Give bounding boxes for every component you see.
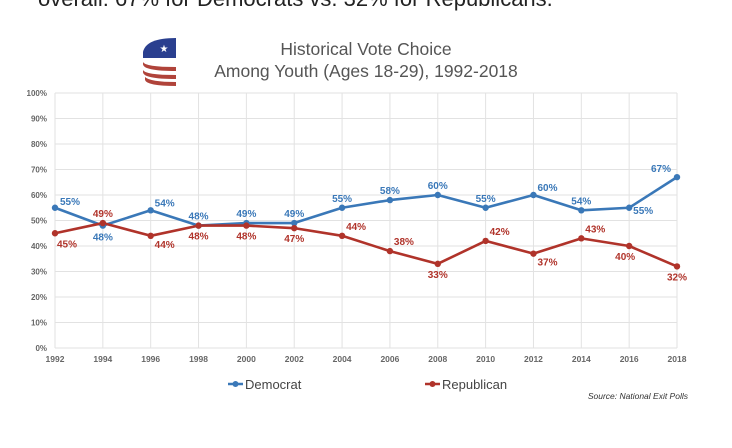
data-label-democrat: 48% (93, 233, 113, 244)
data-point-republican (434, 260, 441, 268)
data-label-republican: 43% (585, 224, 605, 235)
data-point-democrat (434, 191, 441, 199)
x-tick-label: 2006 (380, 354, 399, 364)
x-tick-label: 1998 (189, 354, 208, 364)
chart-title: Historical Vote Choice (280, 39, 452, 59)
data-label-republican: 48% (236, 232, 256, 243)
data-point-republican (673, 263, 681, 270)
data-label-republican: 44% (155, 240, 175, 251)
data-point-republican (291, 224, 298, 232)
x-tick-label: 2010 (476, 354, 495, 364)
series-line-democrat (54, 176, 678, 227)
data-point-democrat (386, 196, 394, 204)
data-point-republican (482, 237, 489, 245)
data-point-republican (625, 242, 633, 250)
x-tick-label: 2012 (524, 354, 543, 364)
data-point-democrat (338, 204, 346, 211)
series-line-republican (54, 221, 678, 268)
y-tick-label: 60% (31, 191, 47, 200)
data-point-republican (386, 247, 394, 255)
data-label-democrat: 49% (236, 209, 256, 220)
data-label-democrat: 54% (155, 198, 175, 209)
y-tick-label: 80% (31, 140, 47, 149)
logo: ★ (143, 38, 176, 86)
data-label-democrat: 48% (189, 212, 209, 223)
x-tick-label: 1994 (93, 354, 112, 364)
data-label-republican: 33% (428, 270, 448, 281)
data-point-republican (51, 230, 59, 237)
svg-text:★: ★ (160, 44, 169, 55)
data-label-democrat: 49% (284, 209, 304, 220)
y-tick-label: 70% (31, 166, 47, 175)
y-tick-label: 100% (27, 89, 47, 98)
data-point-republican (195, 222, 202, 229)
y-tick-label: 50% (31, 217, 47, 226)
data-point-democrat (51, 204, 59, 211)
data-label-republican: 40% (615, 252, 635, 263)
x-tick-label: 2004 (333, 354, 352, 364)
data-label-democrat: 54% (571, 196, 591, 207)
data-point-democrat (530, 191, 537, 199)
data-label-republican: 48% (189, 232, 209, 243)
x-tick-label: 1996 (141, 354, 160, 364)
data-label-republican: 42% (490, 227, 510, 238)
data-label-democrat: 60% (428, 181, 448, 192)
caption-text: overall: 67% for Democrats vs. 32% for R… (38, 0, 553, 12)
data-label-republican: 45% (57, 239, 77, 250)
legend: Democrat Republican (228, 377, 507, 392)
data-point-democrat (482, 204, 489, 211)
data-label-republican: 44% (346, 222, 366, 233)
y-tick-label: 90% (31, 115, 47, 124)
y-tick-label: 10% (31, 319, 47, 328)
data-point-democrat (578, 207, 585, 214)
legend-marker-republican (429, 381, 436, 387)
legend-marker-democrat (232, 381, 239, 387)
data-label-democrat: 55% (476, 194, 496, 205)
data-point-republican (338, 232, 346, 239)
legend-label-republican: Republican (442, 377, 507, 392)
data-label-democrat: 58% (380, 186, 400, 197)
x-tick-label: 2008 (428, 354, 447, 364)
data-point-republican (243, 222, 250, 229)
data-point-democrat (673, 173, 681, 181)
data-label-democrat: 55% (60, 197, 80, 208)
x-tick-label: 2014 (572, 354, 591, 364)
data-label-republican: 37% (537, 258, 557, 269)
data-label-republican: 49% (93, 209, 113, 220)
x-tick-label: 2000 (237, 354, 256, 364)
data-point-democrat (147, 207, 154, 214)
data-point-democrat (291, 219, 298, 227)
source-note: Source: National Exit Polls (587, 391, 688, 401)
x-tick-label: 2002 (285, 354, 304, 364)
data-point-democrat (625, 204, 633, 211)
data-point-republican (578, 235, 585, 242)
x-tick-label: 2018 (668, 354, 687, 364)
data-label-democrat: 67% (651, 164, 671, 175)
x-tick-label: 2016 (620, 354, 639, 364)
chart-subtitle: Among Youth (Ages 18-29), 1992-2018 (214, 61, 518, 81)
y-tick-label: 40% (31, 242, 47, 251)
data-label-democrat: 60% (537, 183, 557, 194)
data-label-democrat: 55% (633, 206, 653, 217)
data-point-republican (530, 250, 537, 257)
data-label-republican: 38% (394, 237, 414, 248)
data-label-democrat: 55% (332, 194, 352, 205)
y-tick-label: 20% (31, 293, 47, 302)
data-label-republican: 32% (667, 272, 687, 283)
legend-label-democrat: Democrat (245, 377, 302, 392)
data-point-republican (99, 219, 107, 227)
x-tick-label: 1992 (46, 354, 65, 364)
y-tick-label: 0% (35, 344, 47, 353)
data-point-republican (147, 232, 154, 239)
data-label-republican: 47% (284, 234, 304, 245)
y-tick-label: 30% (31, 268, 47, 277)
